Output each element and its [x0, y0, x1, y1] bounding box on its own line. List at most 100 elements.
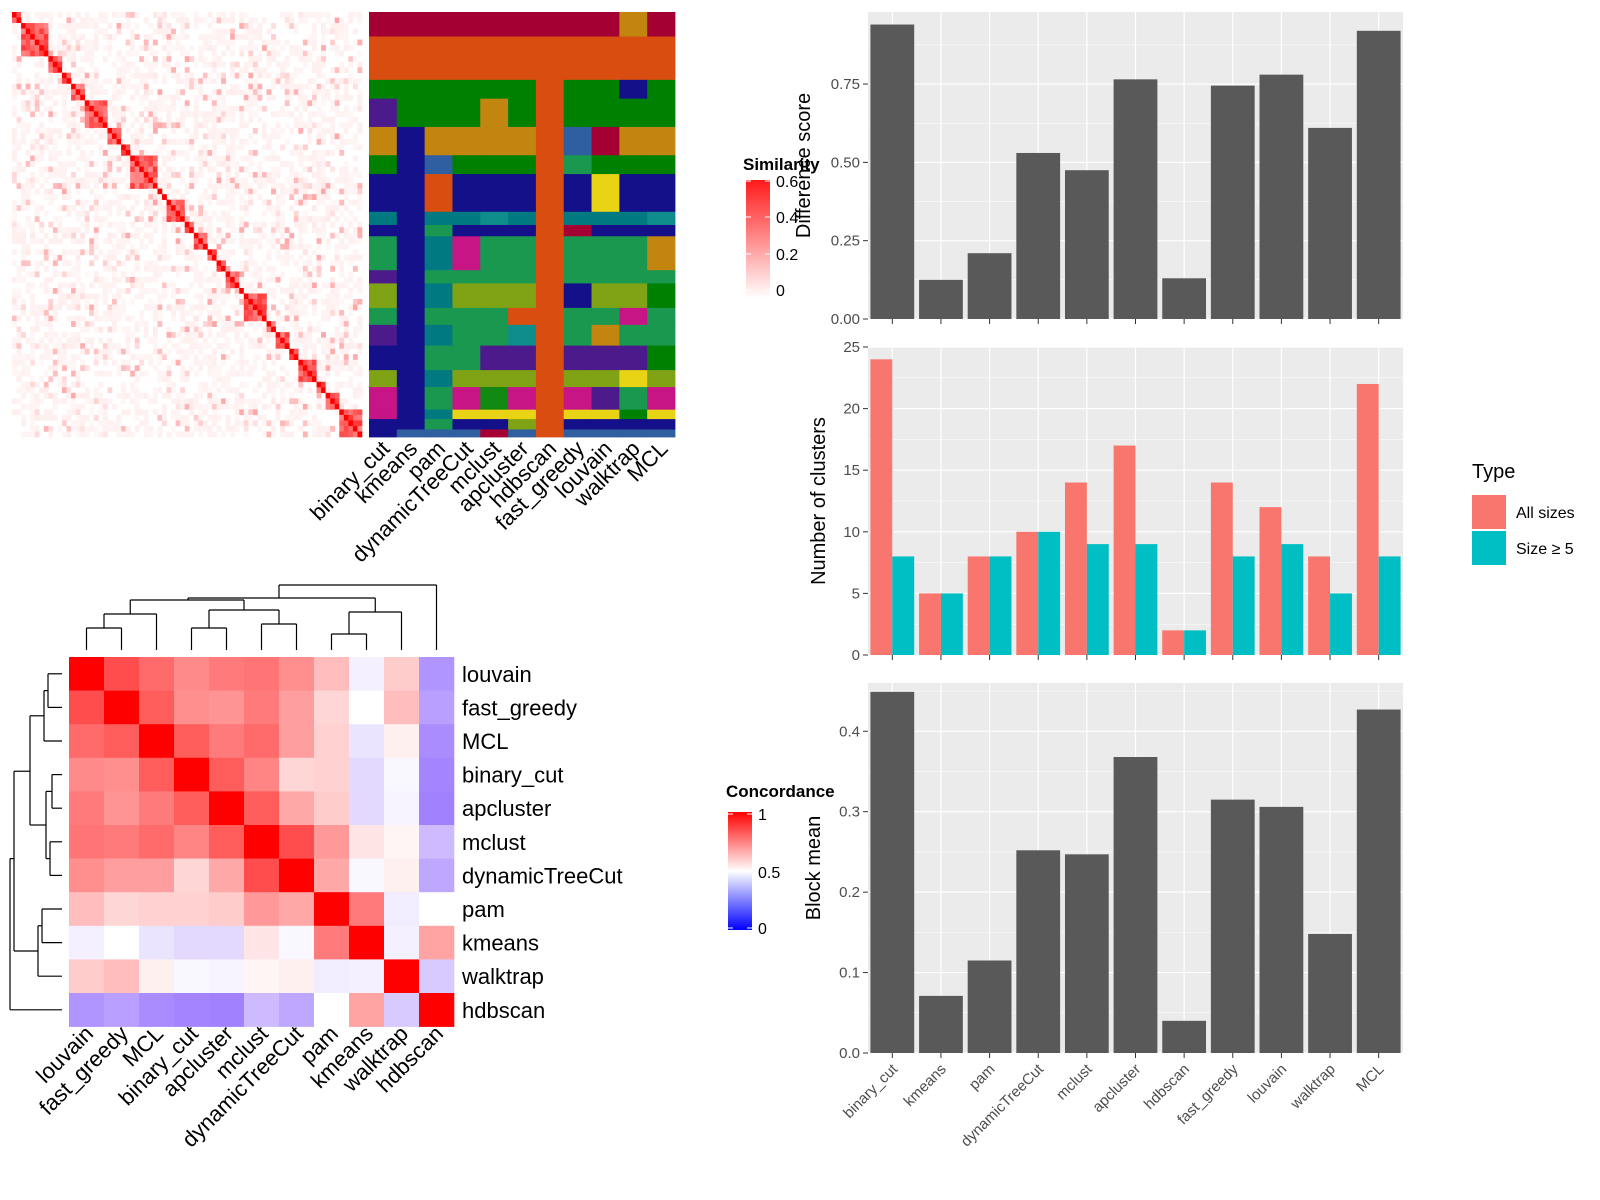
similarity-cell — [162, 403, 167, 410]
similarity-cell — [343, 188, 349, 195]
membership-cell — [563, 345, 592, 371]
similarity-cell — [225, 28, 231, 35]
similarity-cell — [75, 321, 81, 327]
similarity-cell — [162, 227, 167, 234]
similarity-cell — [289, 293, 295, 300]
similarity-cell — [139, 78, 145, 85]
similarity-cell — [189, 310, 195, 316]
similarity-cell — [139, 282, 145, 289]
similarity-cell — [157, 249, 163, 256]
similarity-cell — [66, 210, 72, 217]
similarity-cell — [334, 100, 340, 107]
similarity-cell — [175, 39, 181, 46]
similarity-cell — [252, 227, 258, 234]
similarity-cell — [175, 348, 181, 355]
similarity-cell — [21, 34, 26, 40]
similarity-cell — [330, 221, 336, 228]
similarity-cell — [339, 210, 345, 217]
similarity-cell — [325, 282, 331, 289]
similarity-cell — [166, 392, 172, 399]
similarity-cell — [152, 78, 158, 85]
similarity-cell — [80, 83, 86, 90]
similarity-cell — [334, 249, 340, 256]
similarity-cell — [166, 177, 172, 184]
similarity-cell — [134, 116, 140, 123]
similarity-cell — [152, 227, 158, 234]
membership-cell — [535, 345, 565, 371]
similarity-cell — [230, 321, 236, 327]
membership-cell — [424, 72, 453, 81]
membership-cell — [563, 307, 592, 326]
similarity-cell — [330, 83, 336, 90]
similarity-cell — [62, 254, 67, 261]
similarity-cell — [212, 321, 217, 327]
similarity-cell — [52, 370, 58, 377]
similarity-cell — [66, 45, 72, 51]
similarity-cell — [284, 12, 290, 18]
similarity-cell — [193, 23, 199, 29]
similarity-cell — [134, 425, 140, 432]
concordance-cell — [314, 724, 350, 759]
similarity-cell — [312, 287, 317, 294]
similarity-cell — [262, 414, 267, 421]
similarity-cell — [316, 111, 322, 118]
similarity-cell — [189, 265, 195, 272]
similarity-cell — [71, 205, 76, 211]
concordance-cell — [104, 993, 140, 1027]
similarity-cell — [271, 392, 276, 399]
similarity-cell — [280, 221, 286, 228]
similarity-cell — [166, 326, 172, 333]
membership-cell — [563, 236, 592, 271]
similarity-cell — [107, 238, 113, 245]
membership-cell — [369, 236, 398, 271]
similarity-cell — [102, 133, 108, 140]
similarity-cell — [212, 304, 217, 311]
similarity-cell — [293, 28, 299, 35]
similarity-cell — [71, 381, 76, 388]
concordance-cell — [279, 690, 315, 725]
similarity-cell — [271, 23, 276, 29]
similarity-cell — [230, 111, 236, 118]
concordance-cell — [244, 993, 280, 1027]
similarity-cell — [21, 122, 26, 129]
similarity-cell — [25, 271, 31, 278]
similarity-cell — [89, 39, 95, 46]
similarity-cell — [84, 23, 90, 29]
similarity-cell — [243, 45, 249, 51]
similarity-cell — [71, 138, 76, 145]
concordance-cell — [209, 690, 245, 725]
similarity-cell — [280, 144, 286, 151]
similarity-cell — [298, 376, 304, 383]
similarity-cell — [252, 337, 258, 344]
similarity-cell — [221, 83, 226, 90]
similarity-cell — [16, 337, 22, 344]
similarity-cell — [107, 50, 113, 57]
legend-key-all-sizes — [1472, 495, 1506, 529]
similarity-cell — [239, 398, 245, 405]
similarity-cell — [43, 249, 49, 256]
similarity-cell — [71, 232, 76, 239]
similarity-cell — [48, 133, 54, 140]
concordance-cell — [384, 858, 420, 893]
similarity-cell — [298, 254, 304, 261]
concordance-cell — [69, 925, 105, 960]
similarity-cell — [252, 149, 258, 156]
similarity-cell — [225, 282, 231, 289]
similarity-cell — [48, 172, 54, 178]
similarity-cell — [93, 276, 99, 283]
similarity-cell — [21, 359, 26, 366]
similarity-cell — [193, 122, 199, 129]
similarity-cell — [107, 221, 113, 228]
similarity-cell — [266, 205, 272, 211]
similarity-cell — [134, 34, 140, 40]
similarity-cell — [221, 72, 226, 79]
concordance-cell — [349, 724, 385, 759]
similarity-cell — [152, 216, 158, 223]
similarity-cell — [34, 149, 40, 156]
bar — [1259, 74, 1304, 320]
similarity-cell — [334, 188, 340, 195]
membership-cell — [647, 98, 676, 128]
similarity-cell — [30, 161, 36, 167]
similarity-cell — [89, 205, 95, 211]
similarity-cell — [162, 221, 167, 228]
